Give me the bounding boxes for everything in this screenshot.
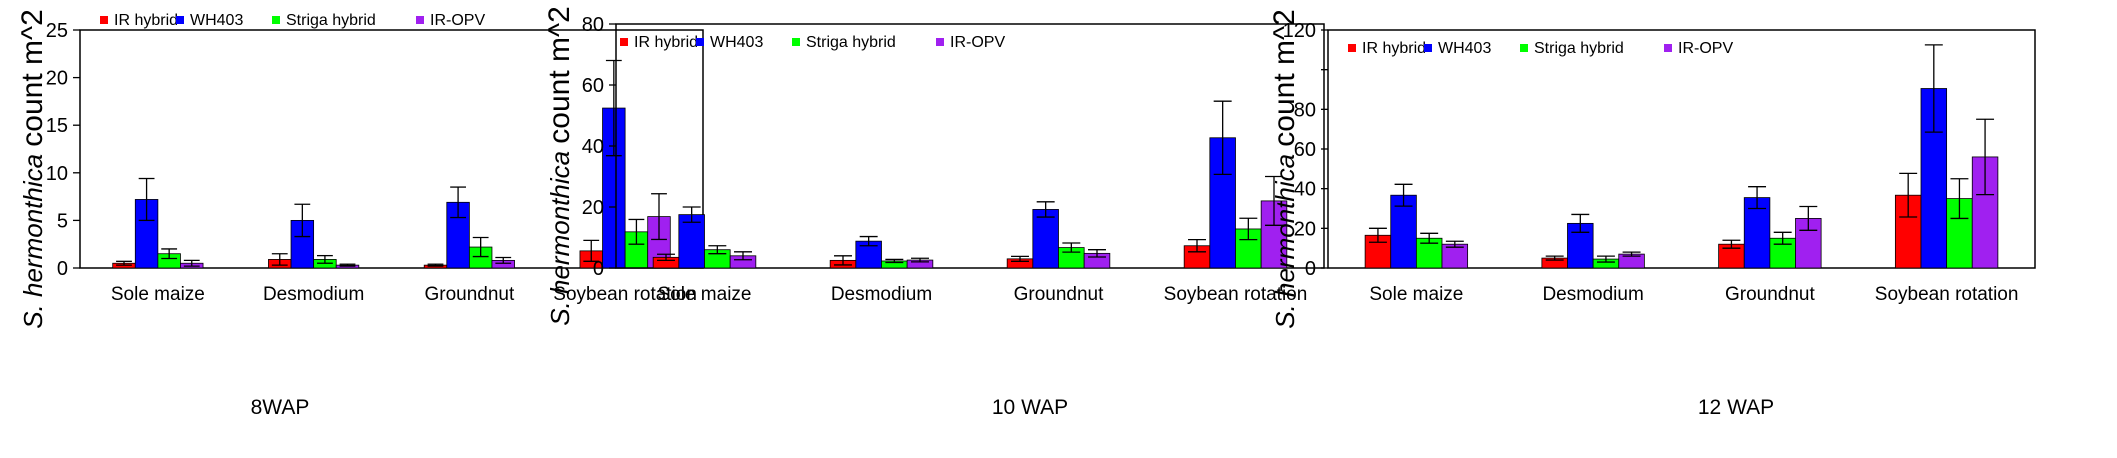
category-label: Soybean rotation: [553, 284, 697, 305]
category-label: Desmodium: [831, 284, 932, 305]
y-tick-label: 20: [46, 68, 68, 90]
y-tick-label: 60: [1294, 139, 1316, 161]
legend-swatch: [936, 38, 944, 46]
legend-label: IR-OPV: [430, 12, 485, 29]
category-label: Soybean rotation: [1164, 284, 1308, 305]
x-axis-caption: 12 WAP: [1697, 396, 1775, 419]
y-tick-label: 10: [46, 163, 68, 185]
category-label: Soybean rotation: [1875, 284, 2019, 305]
chart-panel-12wap: 0 20 40 60 80 120 S. hermonthica count m^2 Sole…: [1268, 0, 2117, 458]
y-tick-label: 0: [593, 258, 604, 280]
y-axis-label: S. hermonthica count m^2: [16, 9, 49, 329]
y-tick-label: 15: [46, 115, 68, 137]
y-tick-label: 80: [1294, 99, 1316, 121]
bar: [1032, 209, 1059, 269]
legend-label: Striga hybrid: [806, 34, 896, 51]
legend-label: Striga hybrid: [1534, 40, 1624, 57]
y-tick-label: 0: [1305, 258, 1316, 280]
legend-label: IR hybrid: [634, 34, 698, 51]
bar: [678, 214, 705, 269]
x-axis-caption: 8WAP: [250, 396, 310, 419]
legend-swatch: [272, 16, 280, 24]
bar: [1743, 197, 1771, 269]
y-axis-label-unit: count m^2: [1268, 9, 1301, 146]
category-label: Groundnut: [1014, 284, 1105, 305]
category-label: Groundnut: [424, 284, 515, 305]
category-label: Desmodium: [263, 284, 364, 305]
y-tick-label: 20: [1294, 218, 1316, 240]
plot-frame: [79, 29, 704, 269]
legend-label: WH403: [190, 12, 243, 29]
y-tick-label: 40: [1294, 179, 1316, 201]
legend-swatch: [1424, 44, 1432, 52]
legend-swatch: [620, 38, 628, 46]
y-tick-label: 60: [582, 75, 604, 97]
bar: [1390, 194, 1417, 269]
legend-swatch: [1520, 44, 1528, 52]
legend-label: IR hybrid: [114, 12, 178, 29]
y-tick-label: 120: [1283, 20, 1316, 42]
legend-label: IR hybrid: [1362, 40, 1426, 57]
legend-swatch: [1348, 44, 1356, 52]
legend-swatch: [176, 16, 184, 24]
y-tick-label: 80: [582, 14, 604, 36]
legend-label: IR-OPV: [1678, 40, 1733, 57]
y-tick-label: 5: [57, 210, 68, 232]
category-label: Sole maize: [1369, 284, 1463, 305]
legend-swatch: [1664, 44, 1672, 52]
legend-swatch: [792, 38, 800, 46]
legend-swatch: [416, 16, 424, 24]
chart-panel-10wap: 0 20 40 60 80 S. hermonthica count m^2 Sole ma…: [543, 0, 1411, 458]
chart-panel-8wap: 0 5 10 15 20 25 S. hermonthica count m^2 Sole m…: [0, 0, 705, 458]
legend-swatch: [696, 38, 704, 46]
x-axis-caption: 10 WAP: [991, 396, 1069, 419]
y-tick-label: 25: [46, 20, 68, 42]
legend-label: Striga hybrid: [286, 12, 376, 29]
y-axis-label: S. hermonthica count m^2: [1268, 9, 1301, 329]
y-axis-label-unit: count m^2: [16, 9, 49, 146]
legend-swatch: [100, 16, 108, 24]
y-tick-label: 20: [582, 197, 604, 219]
y-axis-label-species: S. hermonthica: [1270, 147, 1300, 329]
y-tick-label: 0: [57, 258, 68, 280]
y-axis-label-species: S. hermonthica: [18, 147, 48, 329]
y-axis-label: S. hermonthica count m^2: [543, 6, 576, 326]
y-axis-label-species: S. hermonthica: [545, 144, 575, 326]
category-label: Groundnut: [1725, 284, 1816, 305]
y-tick-label: 40: [582, 136, 604, 158]
category-label: Sole maize: [658, 284, 752, 305]
y-axis-label-unit: count m^2: [543, 6, 576, 143]
category-label: Sole maize: [111, 284, 205, 305]
legend-label: IR-OPV: [950, 34, 1005, 51]
category-label: Desmodium: [1542, 284, 1643, 305]
legend-label: WH403: [710, 34, 763, 51]
legend-label: WH403: [1438, 40, 1491, 57]
